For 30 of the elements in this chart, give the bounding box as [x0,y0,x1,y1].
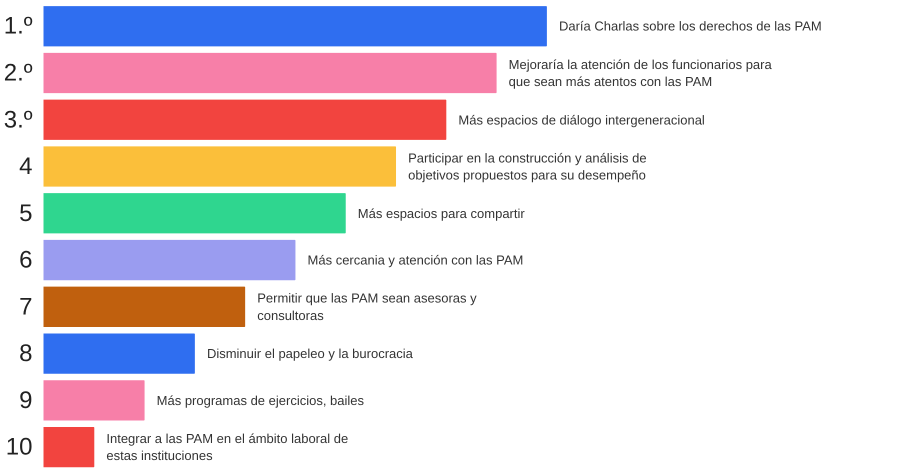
annotation: Disminuir el papeleo y la burocracia [206,346,414,362]
y-tick-label: 4 [19,153,33,180]
bar [44,380,145,420]
annotation: Daría Charlas sobre los derechos de las PAM [558,18,822,34]
bar [44,193,346,234]
y-tick-label: 1.º [4,12,33,40]
bar [44,240,296,280]
annotation: Integrar a las PAM en el ámbito laboral de estas instituciones [106,430,348,464]
bar [44,286,246,327]
bar [44,52,497,94]
y-tick-label: 6 [19,246,33,274]
annotation: Más programas de ejercicios, bailes [156,392,365,408]
y-tick-label: 8 [19,340,33,368]
annotation: Más cercania y atención con las PAM [308,252,524,268]
bar [44,100,446,140]
annotation: Más espacios de diálogo intergeneracional [458,112,705,128]
y-tick-label: 10 [6,434,33,461]
annotation: Más espacios para compartir [358,206,526,221]
annotation: Permitir que las PAM sean asesoras y consultoras [257,290,478,323]
y-tick-label: 5 [19,200,33,227]
y-tick-label: 2.º [4,59,33,86]
y-tick-label: 9 [19,386,33,414]
y-tick-label: 7 [19,293,33,320]
bar [44,6,547,46]
bar [44,146,396,187]
y-tick-label: 3.º [4,106,33,134]
annotation: Participar en la construcción y análisis de objetivos propuestos para su desempeño [408,150,647,183]
bar [44,426,94,468]
bar [44,333,195,374]
annotation: Mejoraría la atención de los funcionarios para que sean más atentos con las PAM [508,56,772,90]
